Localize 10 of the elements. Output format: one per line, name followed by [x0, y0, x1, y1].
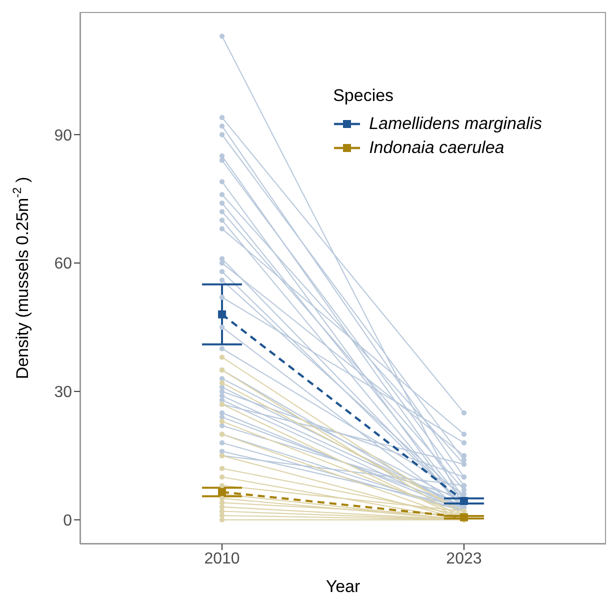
legend-label: Indonaia caerulea [369, 138, 504, 158]
x-axis-title: Year [326, 577, 361, 596]
y-tick-label: 90 [54, 127, 72, 144]
legend-label: Lamellidens marginalis [369, 114, 542, 134]
x-tick-label: 2023 [446, 550, 482, 568]
x-tick-label: 2010 [204, 550, 240, 568]
y-tick-label: 0 [63, 512, 72, 530]
y-tick-label: 30 [54, 384, 72, 402]
legend-title: Species [333, 86, 395, 106]
y-tick-label: 60 [54, 256, 72, 273]
